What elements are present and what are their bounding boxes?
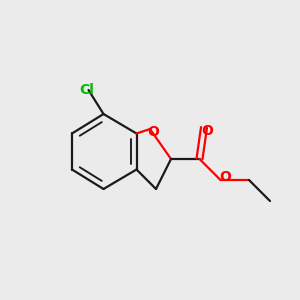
Text: Cl: Cl [80, 83, 94, 97]
Text: O: O [147, 125, 159, 139]
Text: O: O [219, 170, 231, 184]
Text: O: O [202, 124, 214, 137]
